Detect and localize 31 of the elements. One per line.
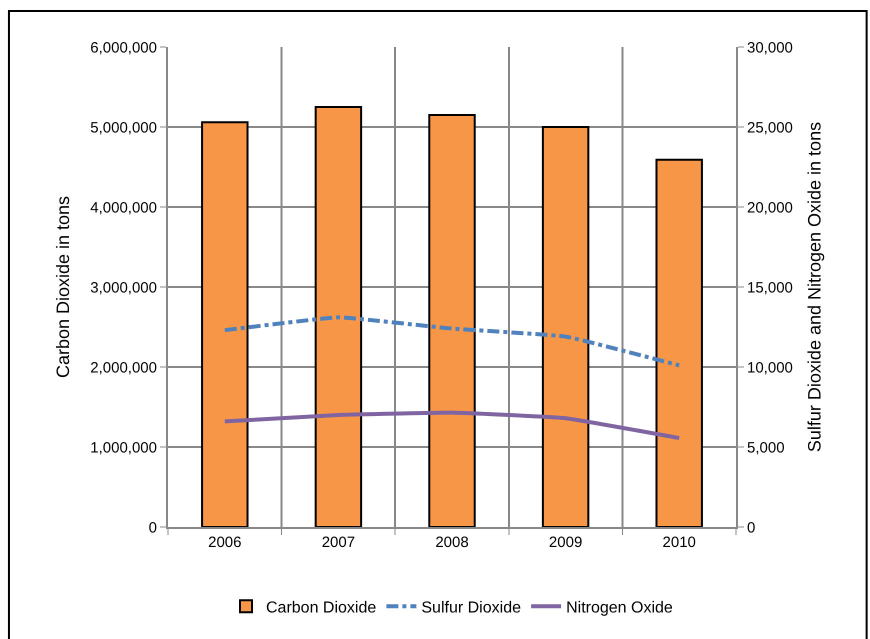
y-tick-label: 5,000,000 xyxy=(90,119,157,136)
y2-axis-title: Sulfur Dioxide and Nitrogen Oxide in tons xyxy=(804,122,824,452)
y-axis-title: Carbon Dioxide in tons xyxy=(52,196,73,378)
y2-tick-label: 30,000 xyxy=(747,39,793,56)
line-series xyxy=(222,410,682,440)
x-tick-label: 2009 xyxy=(548,534,582,551)
x-tick-label: 2010 xyxy=(662,534,696,551)
y2-tick-label: 10,000 xyxy=(747,359,793,376)
y-tick-label: 2,000,000 xyxy=(90,359,157,376)
y-tick-label: 6,000,000 xyxy=(90,39,157,56)
x-tick-label: 2008 xyxy=(435,534,469,551)
y2-tick-label: 0 xyxy=(747,519,756,536)
legend-label: Nitrogen Oxide xyxy=(566,600,673,617)
legend-label: Sulfur Dioxide xyxy=(421,600,522,617)
bar xyxy=(428,114,476,527)
legend-label: Carbon Dioxide xyxy=(266,600,376,617)
line-series xyxy=(222,315,682,368)
y-tick-label: 3,000,000 xyxy=(90,279,157,296)
y-tick-label: 0 xyxy=(148,519,157,536)
y2-tick-label: 5,000 xyxy=(747,439,785,456)
bar xyxy=(655,158,703,527)
bar xyxy=(201,121,249,527)
x-tick-label: 2006 xyxy=(208,534,242,551)
y2-tick-label: 25,000 xyxy=(747,119,793,136)
y2-tick-label: 15,000 xyxy=(747,279,793,296)
x-tick-label: 2007 xyxy=(322,534,356,551)
y2-tick-label: 20,000 xyxy=(747,199,793,216)
bar xyxy=(314,106,362,527)
y-tick-label: 4,000,000 xyxy=(90,199,157,216)
y-tick-label: 1,000,000 xyxy=(90,439,157,456)
bar xyxy=(542,126,590,527)
